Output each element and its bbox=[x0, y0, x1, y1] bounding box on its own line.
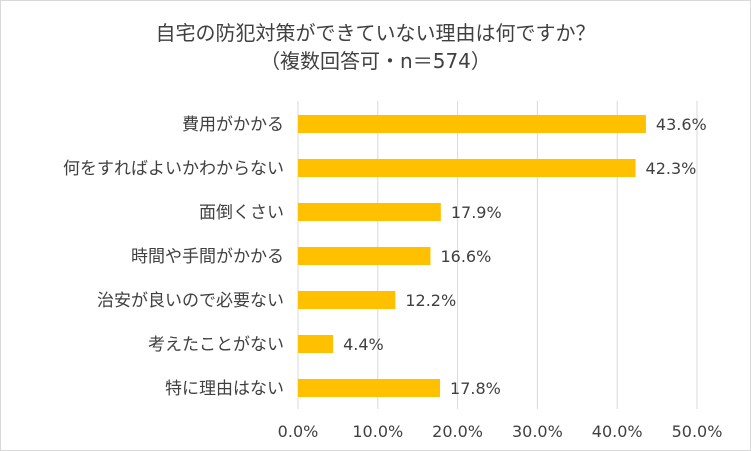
data-label: 16.6% bbox=[440, 247, 491, 266]
x-tick-label: 0.0% bbox=[278, 422, 319, 441]
category-label: 考えたことがない bbox=[148, 335, 284, 355]
data-label: 42.3% bbox=[646, 159, 697, 178]
x-tick-label: 50.0% bbox=[672, 422, 723, 441]
x-tick-label: 40.0% bbox=[592, 422, 643, 441]
data-label: 17.8% bbox=[450, 379, 501, 398]
bar bbox=[298, 159, 636, 177]
category-label: 何をすればよいかわからない bbox=[63, 159, 284, 179]
bar bbox=[298, 247, 431, 265]
bar bbox=[298, 203, 441, 221]
data-label: 43.6% bbox=[656, 115, 707, 134]
chart-subtitle: （複数回答可・n＝574） bbox=[260, 49, 491, 73]
bar bbox=[298, 115, 646, 133]
x-tick-label: 20.0% bbox=[432, 422, 483, 441]
category-label: 費用がかかる bbox=[182, 115, 284, 135]
data-label: 17.9% bbox=[451, 203, 502, 222]
chart-title: 自宅の防犯対策ができていない理由は何ですか？ bbox=[155, 21, 596, 45]
category-label: 時間や手間がかかる bbox=[131, 247, 284, 267]
data-label: 4.4% bbox=[343, 335, 384, 354]
bar bbox=[298, 379, 441, 397]
x-tick-label: 30.0% bbox=[512, 422, 563, 441]
bar bbox=[298, 291, 396, 309]
category-label: 特に理由はない bbox=[165, 379, 284, 399]
x-tick-label: 10.0% bbox=[352, 422, 403, 441]
data-label: 12.2% bbox=[405, 291, 456, 310]
category-label: 面倒くさい bbox=[199, 203, 284, 223]
bar bbox=[298, 335, 334, 353]
category-label: 治安が良いので必要ない bbox=[97, 291, 284, 311]
